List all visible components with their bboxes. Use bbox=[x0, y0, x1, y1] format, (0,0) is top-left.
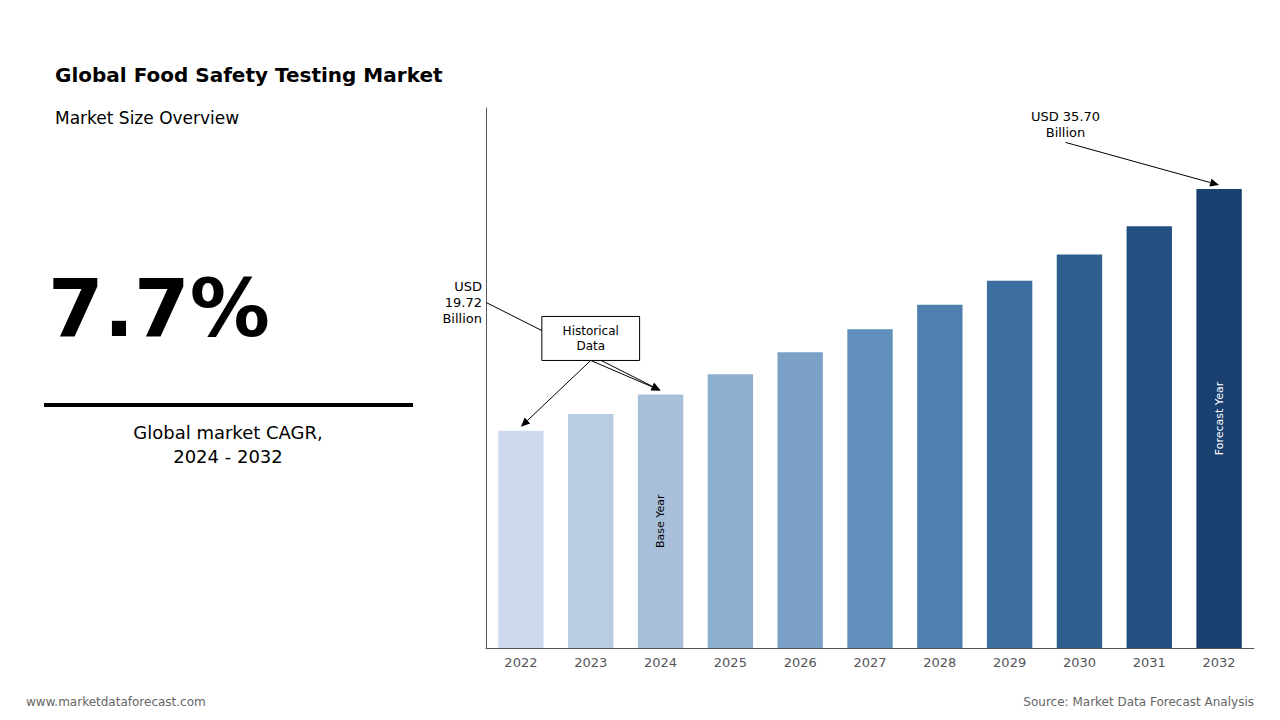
svg-text:2024 - 2032: 2024 - 2032 bbox=[173, 446, 283, 467]
svg-text:Data: Data bbox=[576, 339, 605, 353]
svg-text:2028: 2028 bbox=[923, 655, 956, 670]
svg-text:2030: 2030 bbox=[1063, 655, 1096, 670]
svg-text:2031: 2031 bbox=[1133, 655, 1166, 670]
svg-text:www.marketdataforecast.com: www.marketdataforecast.com bbox=[26, 695, 206, 709]
svg-text:Historical: Historical bbox=[563, 324, 619, 338]
svg-text:2026: 2026 bbox=[784, 655, 817, 670]
svg-text:Billion: Billion bbox=[442, 311, 482, 326]
svg-text:Global Food Safety Testing Mar: Global Food Safety Testing Market bbox=[55, 63, 443, 87]
svg-text:2022: 2022 bbox=[504, 655, 537, 670]
svg-text:USD 35.70: USD 35.70 bbox=[1031, 109, 1100, 124]
svg-text:7.7%: 7.7% bbox=[48, 262, 270, 355]
svg-text:2032: 2032 bbox=[1203, 655, 1236, 670]
svg-text:Global market CAGR,: Global market CAGR, bbox=[133, 422, 322, 443]
svg-text:Forecast Year: Forecast Year bbox=[1213, 381, 1226, 455]
svg-text:Base Year: Base Year bbox=[654, 494, 667, 548]
svg-text:2024: 2024 bbox=[644, 655, 677, 670]
svg-text:19.72: 19.72 bbox=[445, 295, 482, 310]
svg-text:Billion: Billion bbox=[1046, 125, 1086, 140]
svg-text:2027: 2027 bbox=[853, 655, 886, 670]
svg-text:2023: 2023 bbox=[574, 655, 607, 670]
svg-text:USD: USD bbox=[454, 279, 482, 294]
svg-text:Market Size Overview: Market Size Overview bbox=[55, 108, 239, 128]
svg-text:2029: 2029 bbox=[993, 655, 1026, 670]
svg-text:Source: Market Data Forecast A: Source: Market Data Forecast Analysis bbox=[1023, 695, 1254, 709]
svg-text:2025: 2025 bbox=[714, 655, 747, 670]
